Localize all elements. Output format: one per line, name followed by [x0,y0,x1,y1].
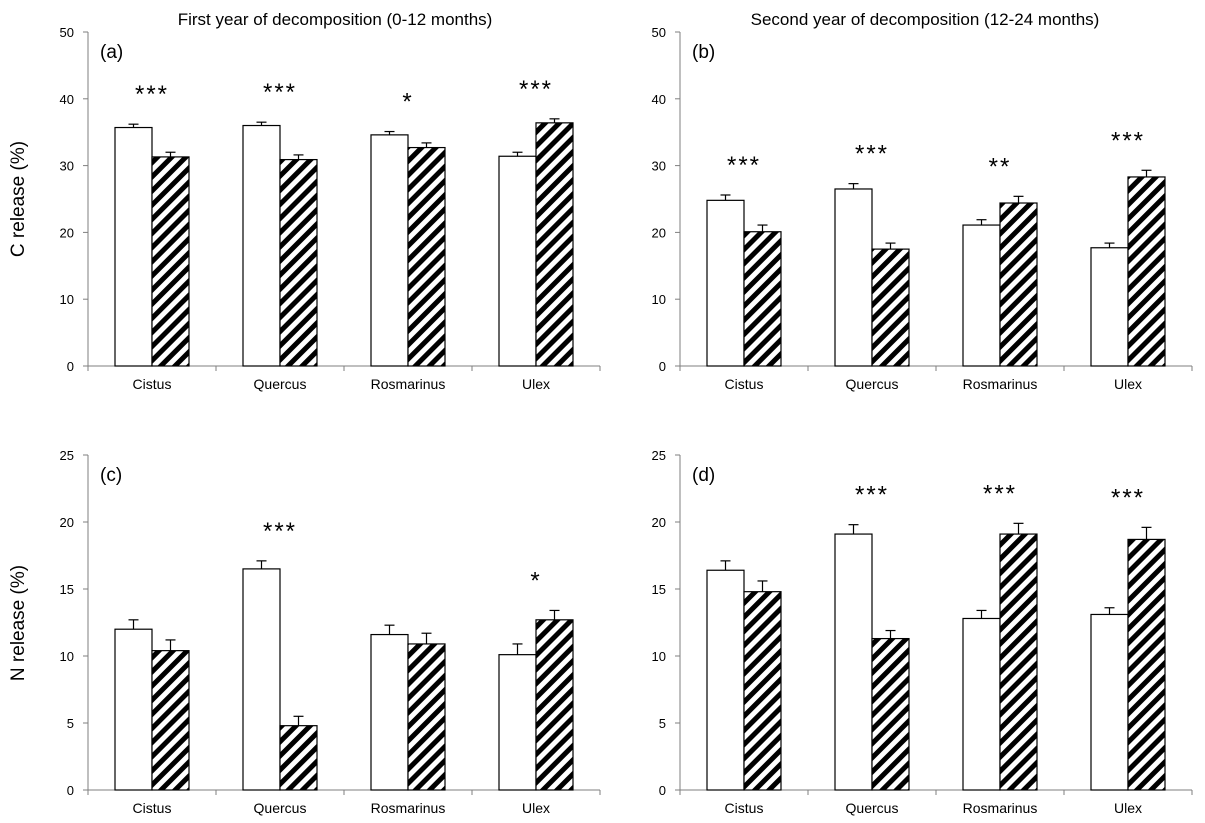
bar-hatched-quercus [871,637,910,791]
category-label-rosmarinus: Rosmarinus [371,376,446,392]
y-tick-label: 0 [659,359,666,374]
ylabel-bottom: N release (%) [8,565,29,681]
significance-quercus: *** [855,482,889,509]
category-label-quercus: Quercus [254,800,307,816]
bar-open-cistus [114,126,153,367]
y-tick-label: 10 [60,649,74,664]
bar-hatched-quercus [279,158,318,367]
bar-hatched-ulex [1127,176,1166,367]
bar-hatched-quercus [279,725,318,791]
significance-quercus: *** [263,79,297,106]
bar-hatched-cistus [151,650,190,791]
y-tick-label: 30 [60,159,74,174]
bar-hatched-cistus [743,591,782,791]
bar-hatched-rosmarinus [999,202,1038,367]
bar-open-ulex [1090,613,1129,791]
category-label-rosmarinus: Rosmarinus [963,800,1038,816]
panel-label-a: (a) [100,42,123,63]
y-tick-label: 15 [652,582,666,597]
category-label-ulex: Ulex [1114,800,1142,816]
ylabel-top: C release (%) [8,141,29,257]
category-label-ulex: Ulex [522,800,550,816]
significance-ulex: *** [1111,484,1145,511]
panel-c: 0 5 10 15 20 25 (c) Cistus Quercus *** Rosmarinus U… [60,448,601,816]
category-label-cistus: Cistus [133,376,172,392]
significance-rosmarinus: ** [989,153,1012,180]
y-tick-label: 10 [60,292,74,307]
panel-a: 0 10 20 30 40 50 (a) Cistus *** Quercus *** Rosmari… [60,25,601,392]
bar-open-quercus [834,533,873,791]
significance-quercus: *** [855,141,889,168]
bar-open-cistus [706,199,745,367]
bar-hatched-ulex [1127,538,1166,791]
bar-open-ulex [498,654,537,791]
y-tick-label: 0 [659,783,666,798]
y-tick-label: 50 [60,25,74,40]
category-label-rosmarinus: Rosmarinus [963,376,1038,392]
y-tick-label: 10 [652,649,666,664]
bar-hatched-rosmarinus [407,146,446,367]
y-tick-label: 25 [652,448,666,463]
bar-open-ulex [1090,247,1129,367]
bar-hatched-cistus [743,231,782,367]
category-label-rosmarinus: Rosmarinus [371,800,446,816]
bar-open-rosmarinus [962,224,1001,367]
bar-hatched-cistus [151,156,190,367]
title-right: Second year of decomposition (12-24 mont… [751,10,1100,29]
y-tick-label: 0 [67,783,74,798]
panel-label-d: (d) [692,465,715,486]
bar-hatched-quercus [871,248,910,367]
bar-open-quercus [834,188,873,367]
category-label-cistus: Cistus [133,800,172,816]
y-tick-label: 50 [652,25,666,40]
bar-hatched-ulex [535,122,574,367]
y-tick-label: 20 [652,225,666,240]
bar-open-cistus [706,569,745,791]
bar-hatched-rosmarinus [999,533,1038,791]
y-tick-label: 20 [652,515,666,530]
bar-open-rosmarinus [962,617,1001,791]
y-tick-label: 20 [60,515,74,530]
y-tick-label: 5 [67,716,74,731]
y-tick-label: 20 [60,225,74,240]
title-left: First year of decomposition (0-12 months… [178,10,493,29]
bar-open-quercus [242,124,281,367]
y-tick-label: 0 [67,359,74,374]
significance-cistus: *** [135,81,169,108]
significance-rosmarinus: *** [983,480,1017,507]
significance-quercus: *** [263,518,297,545]
panel-label-c: (c) [100,465,122,486]
bar-hatched-ulex [535,619,574,791]
bar-open-rosmarinus [370,134,409,367]
y-tick-label: 5 [659,716,666,731]
significance-ulex: * [530,567,541,594]
significance-cistus: *** [727,152,761,179]
panel-d: 0 5 10 15 20 25 (d) Cistus Quercus *** Rosmarinus *… [652,448,1193,816]
y-tick-label: 40 [652,92,666,107]
category-label-quercus: Quercus [846,800,899,816]
category-label-cistus: Cistus [725,376,764,392]
category-label-cistus: Cistus [725,800,764,816]
bar-open-ulex [498,155,537,367]
bar-open-cistus [114,628,153,791]
category-label-quercus: Quercus [846,376,899,392]
category-label-ulex: Ulex [1114,376,1142,392]
y-tick-label: 10 [652,292,666,307]
significance-ulex: *** [519,76,553,103]
y-tick-label: 25 [60,448,74,463]
y-tick-label: 30 [652,159,666,174]
bar-open-rosmarinus [370,633,409,791]
significance-rosmarinus: * [402,89,413,116]
bar-open-quercus [242,568,281,791]
panel-label-b: (b) [692,42,715,63]
bar-hatched-rosmarinus [407,643,446,791]
category-label-ulex: Ulex [522,376,550,392]
y-tick-label: 15 [60,582,74,597]
significance-ulex: *** [1111,127,1145,154]
y-tick-label: 40 [60,92,74,107]
panel-b: 0 10 20 30 40 50 (b) Cistus *** Quercus *** Rosmari… [652,25,1193,392]
category-label-quercus: Quercus [254,376,307,392]
